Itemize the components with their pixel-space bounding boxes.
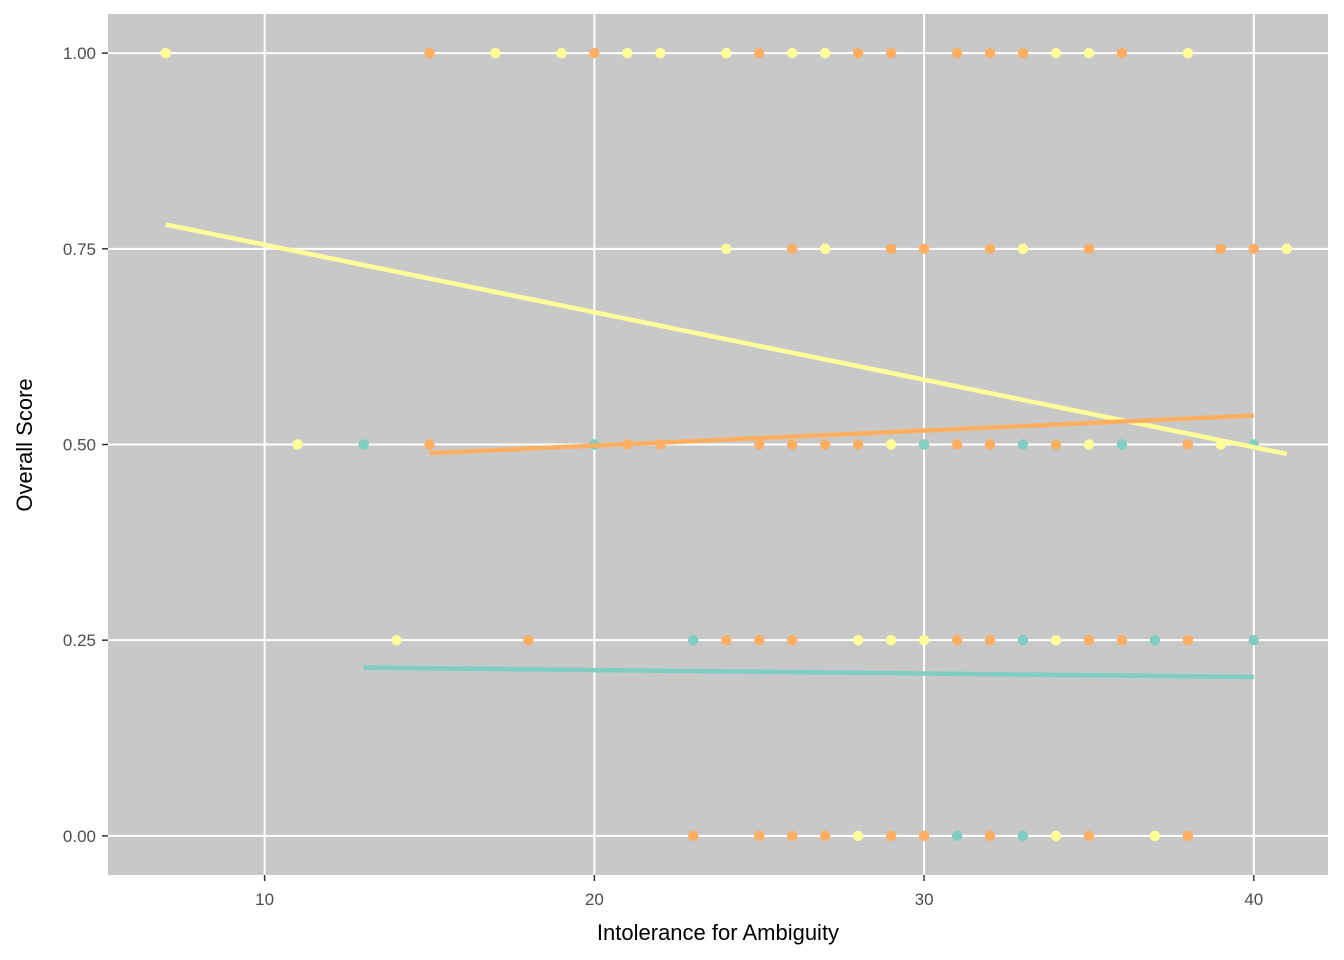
data-point xyxy=(984,634,996,646)
data-point xyxy=(1083,47,1095,59)
data-point xyxy=(918,634,930,646)
data-point xyxy=(1149,634,1161,646)
data-point xyxy=(1116,634,1128,646)
data-point xyxy=(786,243,798,255)
data-point xyxy=(1281,243,1292,255)
y-tick-label: 0.00 xyxy=(63,827,96,846)
data-point xyxy=(984,243,996,255)
data-point xyxy=(754,439,765,450)
data-point xyxy=(721,243,732,255)
data-point xyxy=(589,47,600,59)
data-point xyxy=(819,439,831,450)
data-point xyxy=(885,830,897,842)
data-point xyxy=(786,439,798,450)
x-tick-label: 40 xyxy=(1244,890,1263,909)
y-tick-label: 0.25 xyxy=(63,631,96,650)
data-point xyxy=(819,243,831,255)
data-point xyxy=(885,439,897,450)
data-point xyxy=(1050,634,1062,646)
data-point xyxy=(951,634,963,646)
y-tick-label: 0.75 xyxy=(63,240,96,259)
y-tick-label: 0.50 xyxy=(63,436,96,455)
data-point xyxy=(984,47,996,59)
data-point xyxy=(1116,439,1128,450)
y-axis-title: Overall Score xyxy=(12,378,37,511)
data-point xyxy=(786,634,798,646)
data-point xyxy=(786,47,798,59)
data-point xyxy=(1050,439,1062,450)
data-point xyxy=(1149,830,1161,842)
trend-lines xyxy=(165,222,1288,680)
x-tick-label: 20 xyxy=(585,890,604,909)
data-point xyxy=(819,47,831,59)
y-axis: 0.00 0.25 0.50 0.75 1.00 xyxy=(63,44,108,846)
data-point xyxy=(918,439,930,450)
data-point xyxy=(754,634,765,646)
trend-line xyxy=(429,413,1254,456)
trend-line xyxy=(165,222,1288,457)
data-points xyxy=(160,47,1292,842)
y-tick-label: 1.00 xyxy=(63,44,96,63)
data-point xyxy=(852,439,864,450)
data-point xyxy=(819,830,831,842)
x-tick-label: 30 xyxy=(915,890,934,909)
data-point xyxy=(160,47,171,59)
data-point xyxy=(951,47,963,59)
data-point xyxy=(1248,243,1260,255)
data-point xyxy=(885,634,897,646)
trend-line xyxy=(363,665,1254,680)
data-point xyxy=(490,47,501,59)
data-point xyxy=(721,47,732,59)
data-point xyxy=(1017,47,1029,59)
data-point xyxy=(523,634,534,646)
data-point xyxy=(885,47,897,59)
data-point xyxy=(984,439,996,450)
x-tick-label: 10 xyxy=(255,890,274,909)
data-point xyxy=(984,830,996,842)
data-point xyxy=(951,439,963,450)
data-point xyxy=(951,830,963,842)
x-axis: 10 20 30 40 xyxy=(255,875,1263,909)
data-point xyxy=(1083,243,1095,255)
data-point xyxy=(1182,439,1194,450)
data-point xyxy=(721,634,732,646)
data-point xyxy=(688,830,699,842)
data-point xyxy=(688,634,699,646)
data-point xyxy=(918,830,930,842)
data-point xyxy=(358,439,369,450)
data-point xyxy=(1182,47,1194,59)
data-point xyxy=(1083,830,1095,842)
data-point xyxy=(1248,634,1260,646)
data-point xyxy=(1182,634,1194,646)
data-point xyxy=(424,439,435,450)
data-point xyxy=(1116,47,1128,59)
data-point xyxy=(391,634,402,646)
data-point xyxy=(1017,634,1029,646)
data-point xyxy=(852,830,864,842)
data-point xyxy=(918,243,930,255)
data-point xyxy=(1050,47,1062,59)
data-point xyxy=(556,47,567,59)
data-point xyxy=(1017,243,1029,255)
data-point xyxy=(655,47,666,59)
data-point xyxy=(292,439,303,450)
data-point xyxy=(885,243,897,255)
data-point xyxy=(1083,634,1095,646)
data-point xyxy=(1083,439,1095,450)
data-point xyxy=(754,47,765,59)
data-point xyxy=(1182,830,1194,842)
data-point xyxy=(1050,830,1062,842)
data-point xyxy=(786,830,798,842)
data-point xyxy=(1017,830,1029,842)
x-axis-title: Intolerance for Ambiguity xyxy=(597,920,839,945)
data-point xyxy=(1215,243,1227,255)
data-point xyxy=(852,634,864,646)
data-point xyxy=(424,47,435,59)
data-point xyxy=(1017,439,1029,450)
data-point xyxy=(852,47,864,59)
data-point xyxy=(622,47,633,59)
data-point xyxy=(754,830,765,842)
